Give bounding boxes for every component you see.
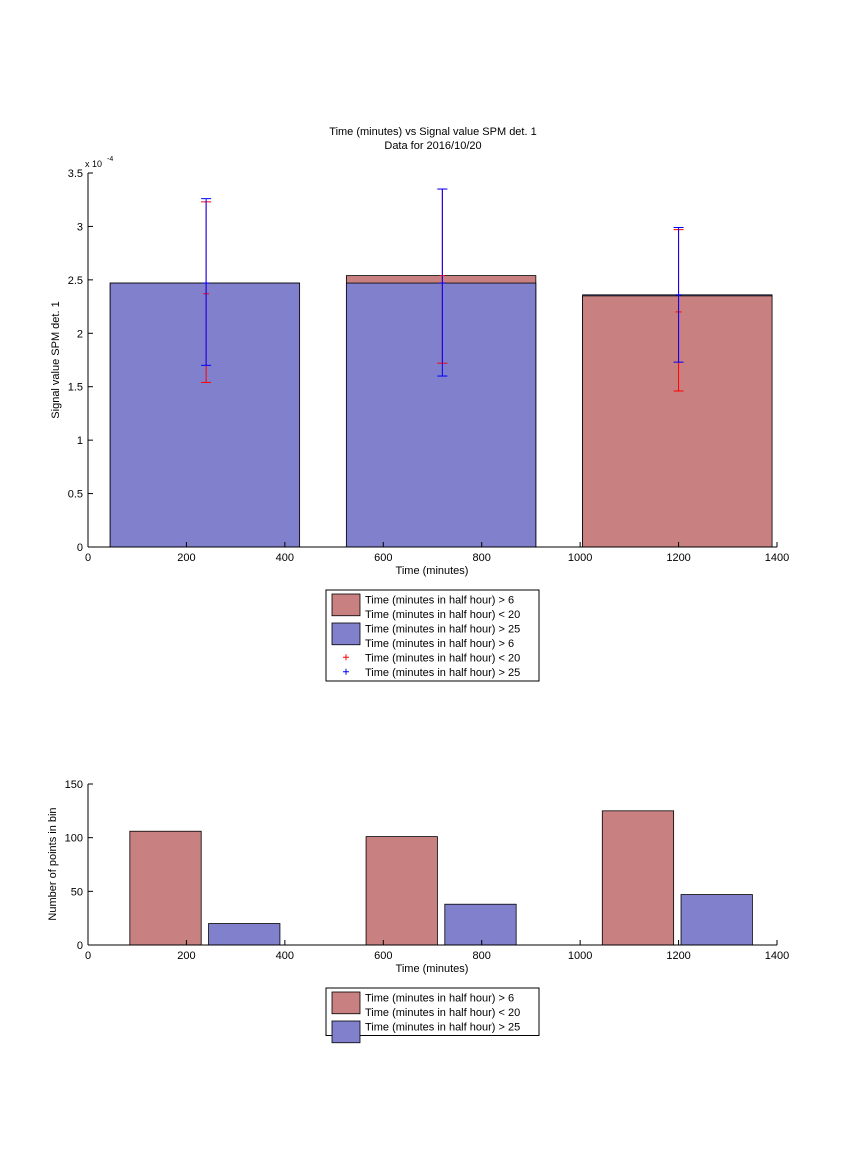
legend-swatch <box>331 593 361 617</box>
signal-chart: Time (minutes) vs Signal value SPM det. … <box>50 126 789 682</box>
y-tick-label: 1.5 <box>68 382 83 394</box>
x-tick-label: 800 <box>473 950 491 962</box>
x-tick-label: 400 <box>276 552 294 564</box>
y-tick-label: 0 <box>77 542 83 554</box>
legend-label: Time (minutes in half hour) > 6 <box>365 595 514 607</box>
x-tick-label: 1200 <box>666 552 690 564</box>
legend-swatch <box>331 1020 361 1044</box>
x-tick-label: 200 <box>177 552 195 564</box>
x-tick-label: 800 <box>473 552 491 564</box>
x-axis-label: Time (minutes) <box>396 565 469 577</box>
x-tick-label: 1000 <box>568 552 592 564</box>
legend-label: Time (minutes in half hour) > 6 <box>365 638 514 650</box>
legend-swatch <box>331 622 361 646</box>
x-tick-label: 1000 <box>568 950 592 962</box>
legend: Time (minutes in half hour) > 6 Time (min… <box>325 987 540 1044</box>
legend-label: Time (minutes in half hour) < 20 <box>365 1007 520 1019</box>
legend: Time (minutes in half hour) > 6 Time (min… <box>325 589 540 682</box>
y-exponent-base: x 10 <box>85 159 102 169</box>
y-tick-label: 1 <box>77 435 83 447</box>
x-tick-label: 1200 <box>666 950 690 962</box>
y-tick-label: 150 <box>65 779 83 791</box>
legend-label: Time (minutes in half hour) < 20 <box>365 653 520 665</box>
y-tick-label: 0.5 <box>68 489 83 501</box>
legend-label: Time (minutes in half hour) > 25 <box>365 667 520 679</box>
x-tick-label: 0 <box>85 552 91 564</box>
x-tick-label: 400 <box>276 950 294 962</box>
y-exponent-label: x 10 -4 <box>85 156 113 169</box>
bar-red <box>365 836 438 946</box>
legend-label: Time (minutes in half hour) > 25 <box>365 624 520 636</box>
bar-red <box>129 830 202 946</box>
x-tick-label: 1400 <box>765 552 789 564</box>
y-tick-label: 2 <box>77 328 83 340</box>
y-tick-label: 100 <box>65 833 83 845</box>
legend-label: Time (minutes in half hour) > 6 <box>365 993 514 1005</box>
legend-swatch <box>331 991 361 1015</box>
y-axis-label: Number of points in bin <box>47 807 59 920</box>
y-tick-label: 3.5 <box>68 168 83 180</box>
bar-red <box>582 295 773 548</box>
x-tick-label: 1400 <box>765 950 789 962</box>
y-tick-label: 50 <box>71 886 83 898</box>
bar-blue <box>109 282 301 548</box>
legend-label: Time (minutes in half hour) < 20 <box>365 609 520 621</box>
bar-blue <box>444 903 517 946</box>
count-chart: 0 200 400 600 800 1000 1200 1400 0 50 100 150 Time … <box>47 779 789 1044</box>
y-tick-label: 3 <box>77 221 83 233</box>
x-tick-label: 600 <box>374 552 392 564</box>
y-axis-label: Signal value SPM det. 1 <box>50 301 62 418</box>
bar-blue <box>345 282 537 548</box>
legend-label: Time (minutes in half hour) > 25 <box>365 1022 520 1034</box>
bar-red <box>601 810 675 946</box>
legend-box <box>325 987 540 1036</box>
x-axis-label: Time (minutes) <box>396 963 469 975</box>
legend-box <box>325 589 540 682</box>
x-tick-label: 200 <box>177 950 195 962</box>
y-exponent-power: -4 <box>107 156 113 163</box>
x-tick-label: 0 <box>85 950 91 962</box>
chart-title: Time (minutes) vs Signal value SPM det. … <box>329 126 536 138</box>
bar-blue <box>208 923 281 946</box>
x-tick-label: 600 <box>374 950 392 962</box>
bar-blue <box>680 894 753 946</box>
chart-subtitle: Data for 2016/10/20 <box>384 140 481 152</box>
y-tick-label: 0 <box>77 940 83 952</box>
y-tick-label: 2.5 <box>68 275 83 287</box>
